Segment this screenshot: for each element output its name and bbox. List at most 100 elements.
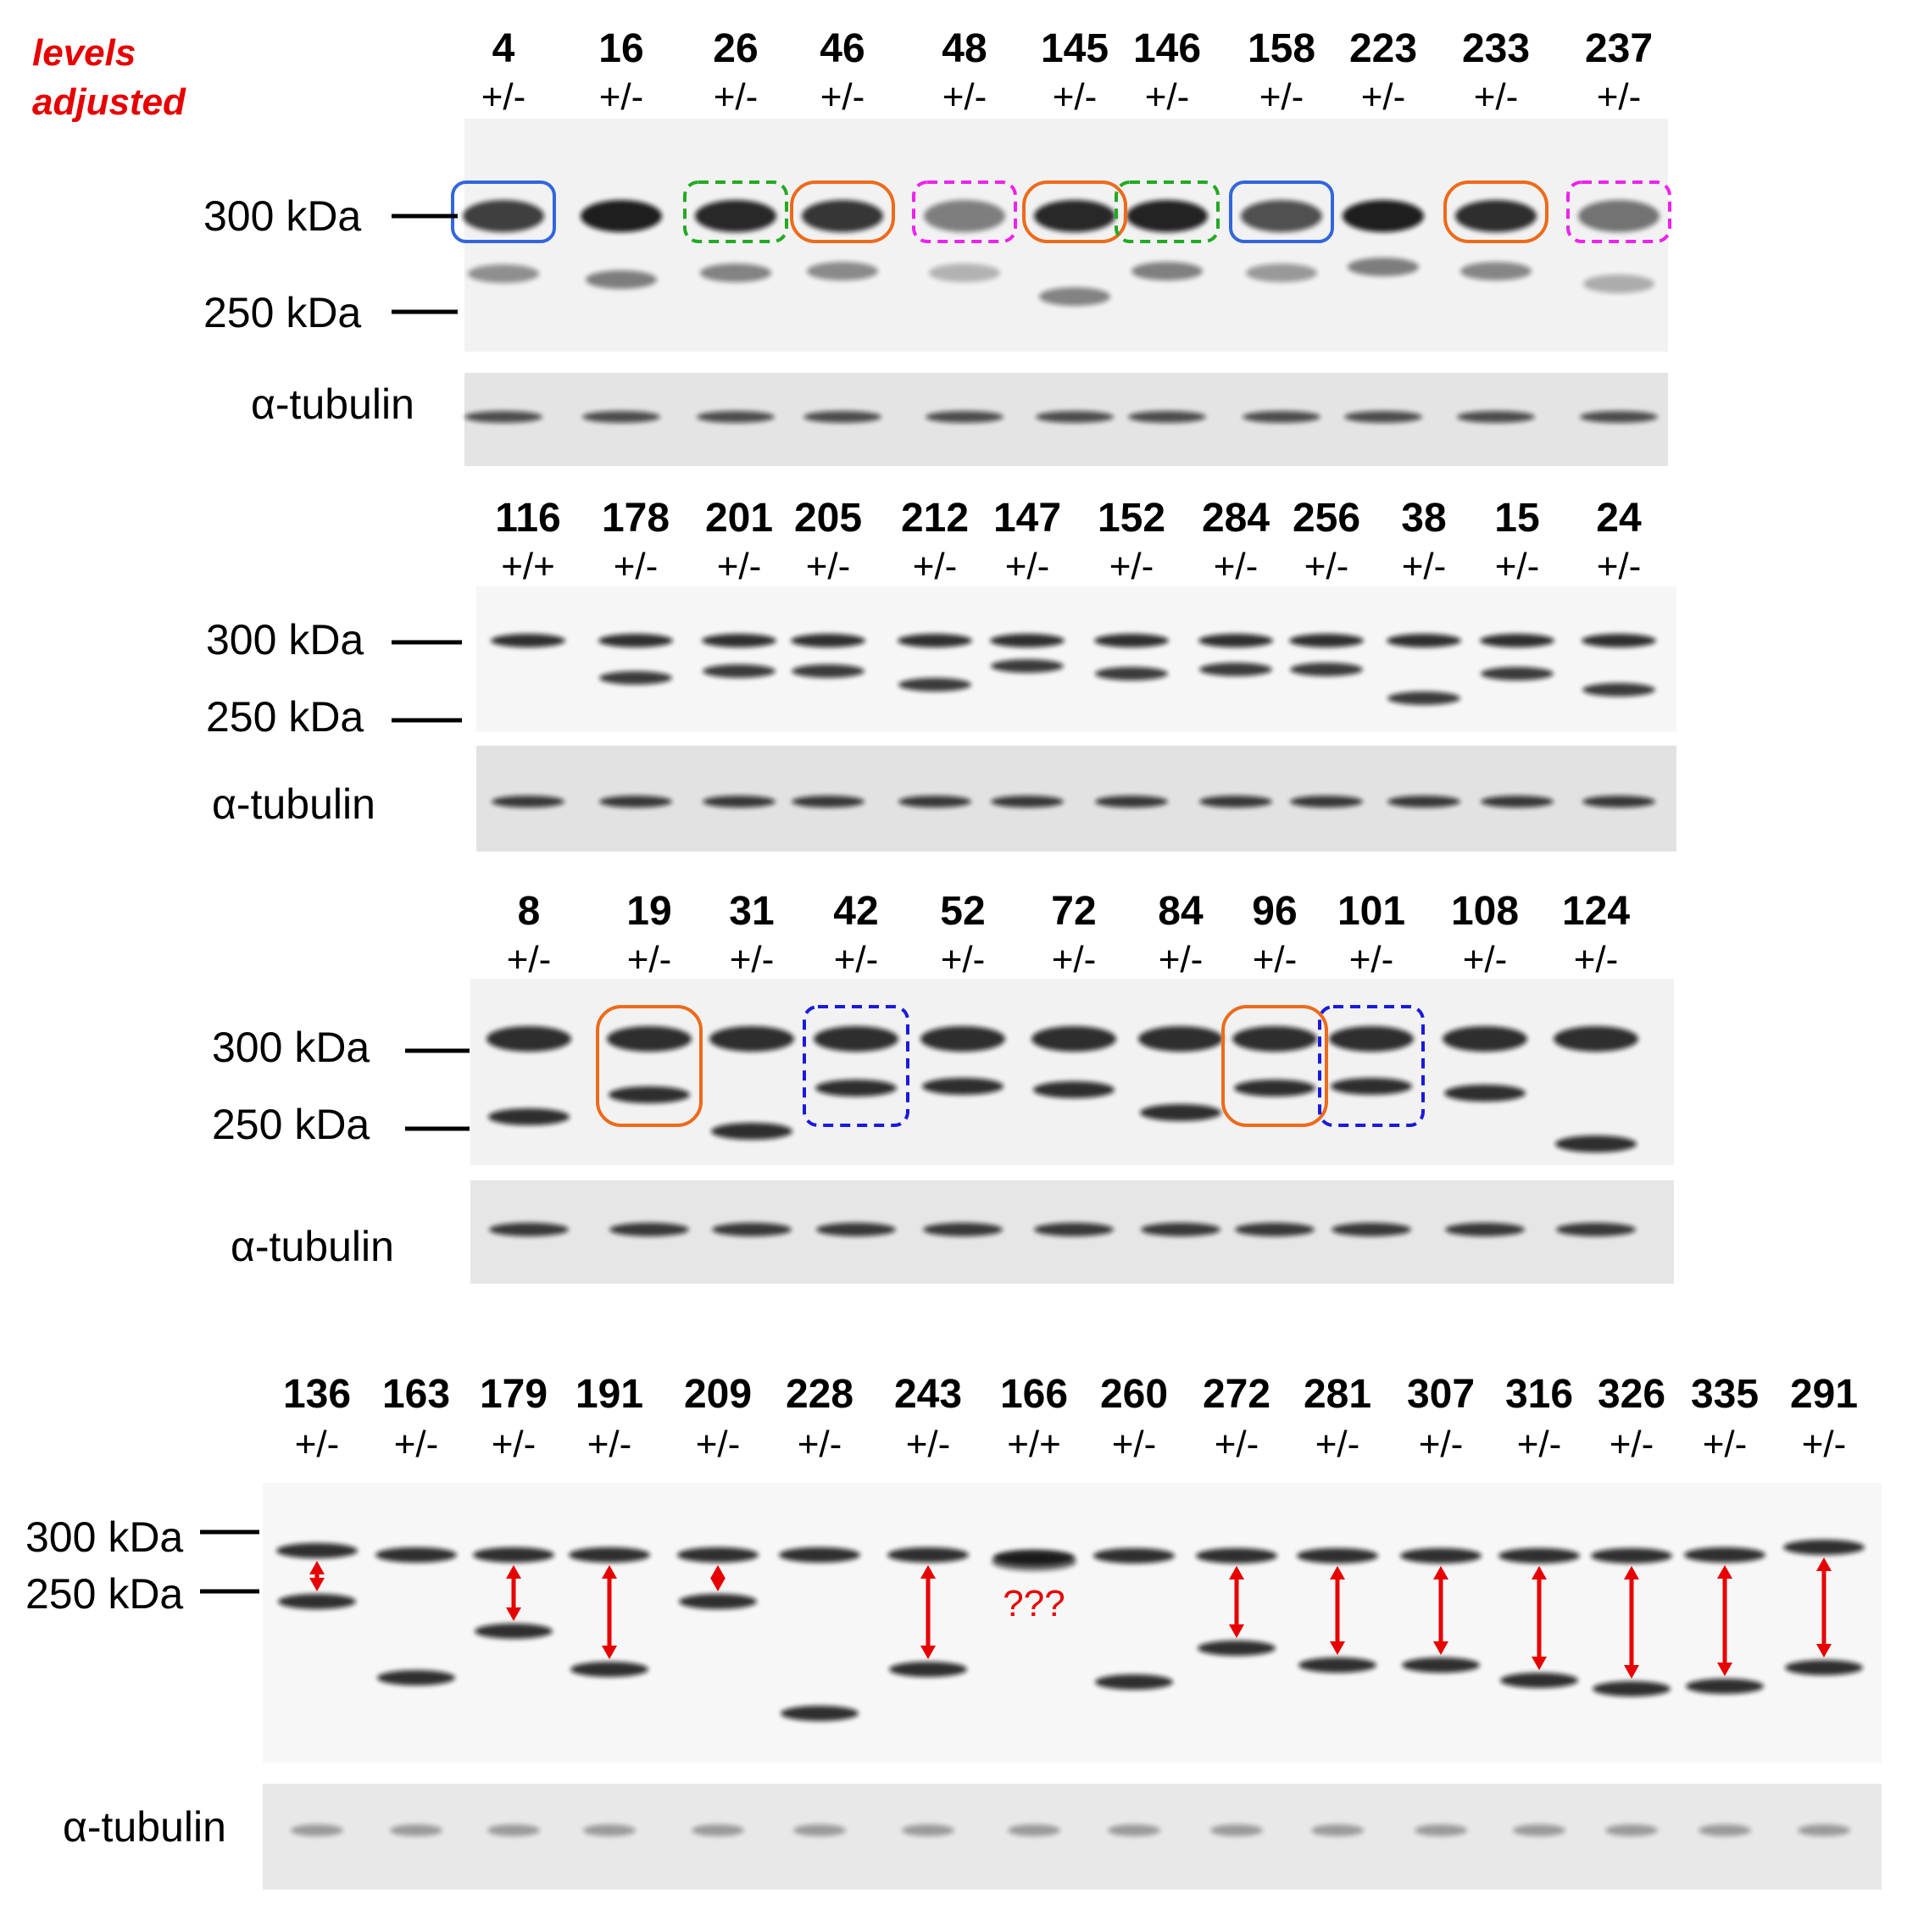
band-mutant xyxy=(711,1123,792,1140)
band-lower xyxy=(1593,1681,1671,1696)
lane-genotype: +/- xyxy=(716,546,762,587)
band-tubulin xyxy=(1798,1824,1850,1836)
arrow-head-down xyxy=(1717,1663,1732,1676)
band-300kda xyxy=(1198,634,1273,647)
band-tubulin xyxy=(492,796,564,808)
lane-number: 38 xyxy=(1401,496,1447,541)
lane-genotype: +/- xyxy=(1596,546,1642,587)
tubulin-label: α-tubulin xyxy=(212,780,375,828)
tubulin-label: α-tubulin xyxy=(251,380,414,428)
band-tubulin xyxy=(1387,796,1460,808)
band-mutant xyxy=(1444,1085,1526,1102)
panel1-blot-background xyxy=(464,119,1668,352)
lane-genotype: +/- xyxy=(820,76,865,118)
band-tubulin xyxy=(1332,1223,1411,1236)
lane-genotype: +/- xyxy=(598,76,644,118)
band-upper xyxy=(1093,1548,1175,1563)
band-tubulin xyxy=(1605,1824,1658,1836)
lane-number: 260 xyxy=(1099,1372,1169,1417)
marker-300kda-label: 300 kDa xyxy=(212,1024,370,1071)
red-double-arrow xyxy=(1433,1566,1448,1655)
lane-number: 272 xyxy=(1202,1372,1271,1417)
lane-number: 212 xyxy=(900,496,970,541)
lane-number: 163 xyxy=(381,1372,451,1417)
lane-number: 31 xyxy=(729,889,775,934)
lane-number: 201 xyxy=(704,496,774,541)
marker-250kda-label: 250 kDa xyxy=(206,693,364,741)
band-300kda xyxy=(1554,1026,1638,1052)
note-line-1: levels xyxy=(32,32,136,74)
arrow-head-down xyxy=(506,1607,521,1621)
band-tubulin xyxy=(583,1824,636,1836)
lane-number: 237 xyxy=(1584,26,1654,71)
band-300kda xyxy=(1443,1026,1527,1052)
lane-highlight-box xyxy=(1443,180,1548,243)
lane-number: 101 xyxy=(1337,889,1406,934)
band-300kda xyxy=(695,200,776,232)
lane-genotype: +/- xyxy=(294,1424,340,1465)
marker-250kda-label: 250 kDa xyxy=(203,289,362,336)
tubulin-label: α-tubulin xyxy=(231,1223,394,1270)
band-300kda xyxy=(1094,634,1169,647)
marker-300kda-label: 300 kDa xyxy=(25,1513,184,1561)
arrow-head-up xyxy=(1717,1565,1732,1579)
lane-number: 205 xyxy=(793,496,863,541)
band-mutant xyxy=(1290,663,1363,676)
band-upper xyxy=(1196,1548,1277,1563)
band-lower xyxy=(1198,1641,1276,1656)
lane-highlight-box xyxy=(683,180,788,243)
band-tubulin xyxy=(1008,1824,1060,1836)
band-tubulin xyxy=(1415,1824,1467,1836)
lane-number: 145 xyxy=(1040,26,1109,71)
marker-250kda-label: 250 kDa xyxy=(25,1570,184,1618)
band-tubulin xyxy=(703,796,776,808)
band-lower xyxy=(781,1706,859,1721)
lane-number: 146 xyxy=(1132,26,1202,71)
band-upper xyxy=(677,1547,759,1563)
lane-number: 16 xyxy=(598,26,644,71)
lane-genotype: +/- xyxy=(1401,546,1447,587)
lane-number: 72 xyxy=(1051,889,1097,934)
band-tubulin xyxy=(793,1824,846,1836)
lane-genotype: +/- xyxy=(912,546,958,587)
lane-genotype: +/- xyxy=(797,1424,842,1465)
band-300kda xyxy=(1387,634,1461,647)
lane-number: 19 xyxy=(626,889,672,934)
panel2-tubulin-background xyxy=(476,746,1676,852)
band-lower xyxy=(1500,1673,1578,1688)
lane-number: 209 xyxy=(683,1372,753,1417)
lane-highlight-box xyxy=(1318,1005,1425,1127)
lane-genotype: +/- xyxy=(1360,76,1406,118)
band-300kda xyxy=(702,634,776,647)
question-marks: ??? xyxy=(1003,1583,1065,1624)
lane-genotype: +/+ xyxy=(501,546,555,587)
arrow-head-up xyxy=(309,1561,325,1574)
band-mutant xyxy=(1348,258,1419,276)
tubulin-label: α-tubulin xyxy=(63,1803,226,1851)
panel4-blot-background xyxy=(263,1483,1882,1763)
panel2-blot-background xyxy=(476,586,1676,732)
band-mutant xyxy=(599,671,672,685)
band-tubulin xyxy=(803,411,881,423)
lane-highlight-box xyxy=(1115,180,1220,243)
arrow-head-down xyxy=(1532,1657,1547,1670)
band-tubulin xyxy=(1036,411,1114,423)
lane-number: 96 xyxy=(1252,889,1298,934)
lane-number: 4 xyxy=(492,26,515,71)
band-300kda xyxy=(607,1026,692,1052)
band-mutant xyxy=(703,664,776,678)
lane-genotype: +/- xyxy=(1158,939,1204,980)
arrow-head-up xyxy=(506,1565,521,1579)
arrow-head-down xyxy=(1433,1641,1448,1655)
band-300kda xyxy=(920,1026,1005,1052)
band-wildtype-broad xyxy=(992,1552,1076,1571)
band-300kda xyxy=(1126,200,1208,232)
arrow-head-up xyxy=(1624,1566,1639,1579)
band-300kda xyxy=(486,1026,571,1052)
lane-genotype: +/- xyxy=(1052,76,1098,118)
band-upper xyxy=(1783,1540,1865,1555)
band-mutant xyxy=(468,264,539,283)
red-double-arrow xyxy=(506,1565,521,1621)
